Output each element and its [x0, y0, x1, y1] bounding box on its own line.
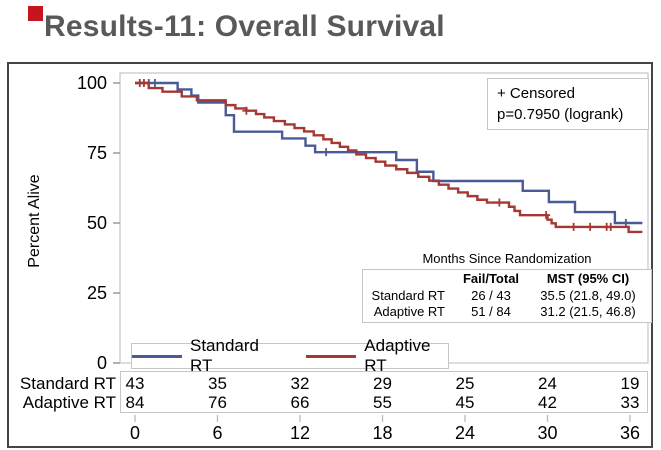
legend-line-adaptive-rt	[306, 354, 357, 358]
y-tick-label: 100	[76, 73, 107, 93]
risk-count: 35	[208, 374, 227, 393]
legend-label-standard-rt: Standard RT	[190, 336, 259, 375]
risk-count: 29	[373, 374, 392, 393]
slide-title: Results-11: Overall Survival	[44, 10, 445, 43]
y-tick-label: 0	[96, 353, 107, 373]
risk-count: 19	[620, 374, 640, 393]
y-tick-label: 25	[86, 283, 107, 303]
risk-count: 25	[455, 374, 475, 393]
x-tick-label: 30	[537, 423, 558, 443]
x-axis-title: Months Since Randomization	[422, 251, 592, 266]
legend: Standard RT Adaptive RT	[131, 336, 449, 375]
stats-header-mst: MST (95% CI)	[546, 271, 630, 286]
y-tick-label: 50	[86, 213, 107, 233]
risk-count: 84	[125, 393, 145, 412]
stats-header-fail-total: Fail/Total	[462, 271, 520, 286]
at-risk-box	[120, 371, 648, 413]
risk-count: 24	[538, 374, 557, 393]
risk-row-label-standard-rt: Standard RT	[19, 374, 116, 393]
risk-count: 76	[208, 393, 227, 412]
x-tick-label: 18	[372, 423, 393, 443]
slide-accent-square	[28, 6, 43, 21]
risk-row-label-adaptive-rt: Adaptive RT	[22, 393, 116, 412]
risk-count: 55	[373, 393, 392, 412]
annotation-box: + Censored p=0.7950 (logrank)	[487, 78, 649, 130]
stats-row-label: Adaptive RT	[373, 304, 445, 320]
risk-count: 32	[290, 374, 310, 393]
y-tick-label: 75	[86, 143, 107, 163]
stats-mst: 35.5 (21.8, 49.0)	[540, 287, 636, 303]
x-tick-label: 36	[619, 423, 641, 443]
stats-fail-total: 26 / 43	[471, 287, 511, 303]
risk-count: 43	[125, 374, 145, 393]
stats-header-blank	[363, 271, 453, 288]
stats-table: Fail/Total MST (95% CI) Standard RT 26 /…	[362, 269, 652, 323]
x-tick-label: 6	[212, 423, 223, 443]
x-tick-label: 12	[289, 423, 311, 443]
legend-line-standard-rt	[132, 354, 182, 358]
survival-figure: Percent Alive + Censored p=0.7950 (logra…	[7, 62, 653, 448]
risk-count: 45	[455, 393, 475, 412]
legend-label-adaptive-rt: Adaptive RT	[364, 336, 431, 375]
risk-count: 33	[620, 393, 640, 412]
stats-mst: 31.2 (21.5, 46.8)	[540, 304, 636, 320]
risk-count: 42	[538, 393, 557, 412]
x-tick-label: 0	[129, 423, 140, 443]
y-axis-title: Percent Alive	[26, 174, 43, 268]
pvalue-note: p=0.7950 (logrank)	[497, 106, 624, 123]
stats-row-label: Standard RT	[371, 287, 445, 303]
x-tick-label: 24	[454, 423, 476, 443]
censored-note: + Censored	[497, 85, 575, 102]
stats-fail-total: 51 / 84	[471, 304, 511, 320]
risk-count: 66	[290, 393, 310, 412]
